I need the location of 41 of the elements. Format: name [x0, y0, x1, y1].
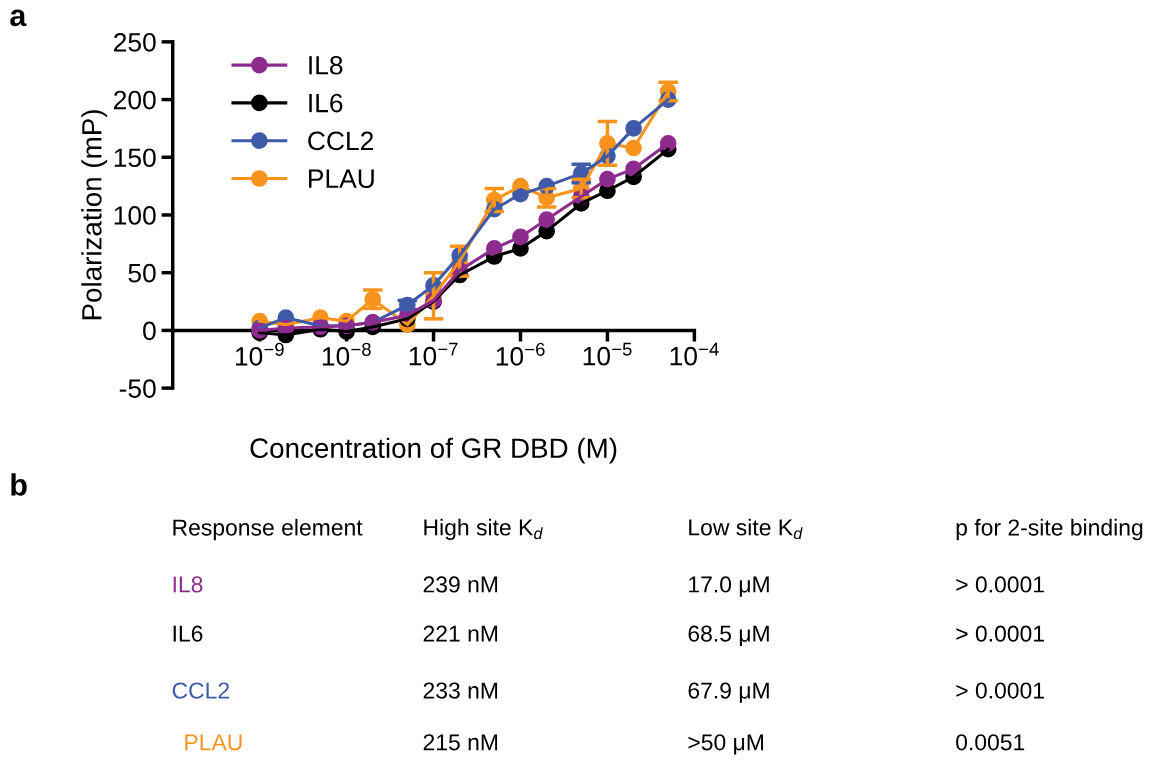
legend-label: CCL2	[308, 131, 374, 151]
y-tick-label: 200	[114, 90, 156, 110]
legend-label: PLAU	[309, 169, 374, 188]
y-axis-title: Polarization (mP)	[81, 110, 108, 320]
y-tick-label: 100	[114, 206, 156, 225]
text: > 0.0001	[956, 576, 1044, 593]
text: Response element	[173, 518, 363, 541]
text: > 0.0001	[956, 625, 1044, 642]
text: CCL2	[172, 682, 229, 699]
text: 215 nM	[423, 734, 498, 751]
x-axis-title: Concentration of GR DBD (M)	[250, 437, 617, 464]
y-tick-label: 0	[143, 321, 156, 341]
text: p for 2-site binding	[956, 518, 1143, 541]
text: 17.0 μM	[689, 576, 769, 597]
x-tick-label: 10$^{−9}$	[235, 342, 284, 366]
text: High site K$_{d}$	[424, 518, 543, 541]
x-tick-label: 10$^{−6}$	[496, 342, 545, 366]
text: 0.0051	[956, 734, 1025, 751]
text: > 0.0001	[956, 682, 1044, 699]
text: >50 μM	[688, 734, 764, 755]
text: 67.9 μM	[688, 682, 769, 703]
text: 221 nM	[423, 625, 498, 642]
chart-title: a	[10, 9, 27, 27]
x-tick-label: 10$^{−5}$	[583, 342, 632, 366]
text: PLAU	[185, 734, 242, 751]
x-tick-label: 10$^{−7}$	[409, 342, 458, 366]
y-tick-label: -50	[119, 379, 156, 398]
x-tick-label: 10$^{−8}$	[322, 342, 371, 366]
text: 239 nM	[423, 576, 498, 593]
y-tick-label: 250	[114, 32, 156, 52]
legend-label: IL6	[309, 93, 343, 113]
text: IL6	[173, 625, 203, 642]
y-tick-label: 150	[114, 148, 156, 168]
x-tick-label: 10$^{−4}$	[670, 342, 719, 366]
text: 233 nM	[423, 682, 498, 699]
y-tick-label: 50	[128, 263, 156, 283]
text: b	[11, 473, 27, 496]
text: Low site K$_{d}$	[689, 518, 803, 540]
text: IL8	[173, 576, 203, 593]
text: 68.5 μM	[688, 625, 769, 646]
legend-label: IL8	[309, 55, 343, 75]
